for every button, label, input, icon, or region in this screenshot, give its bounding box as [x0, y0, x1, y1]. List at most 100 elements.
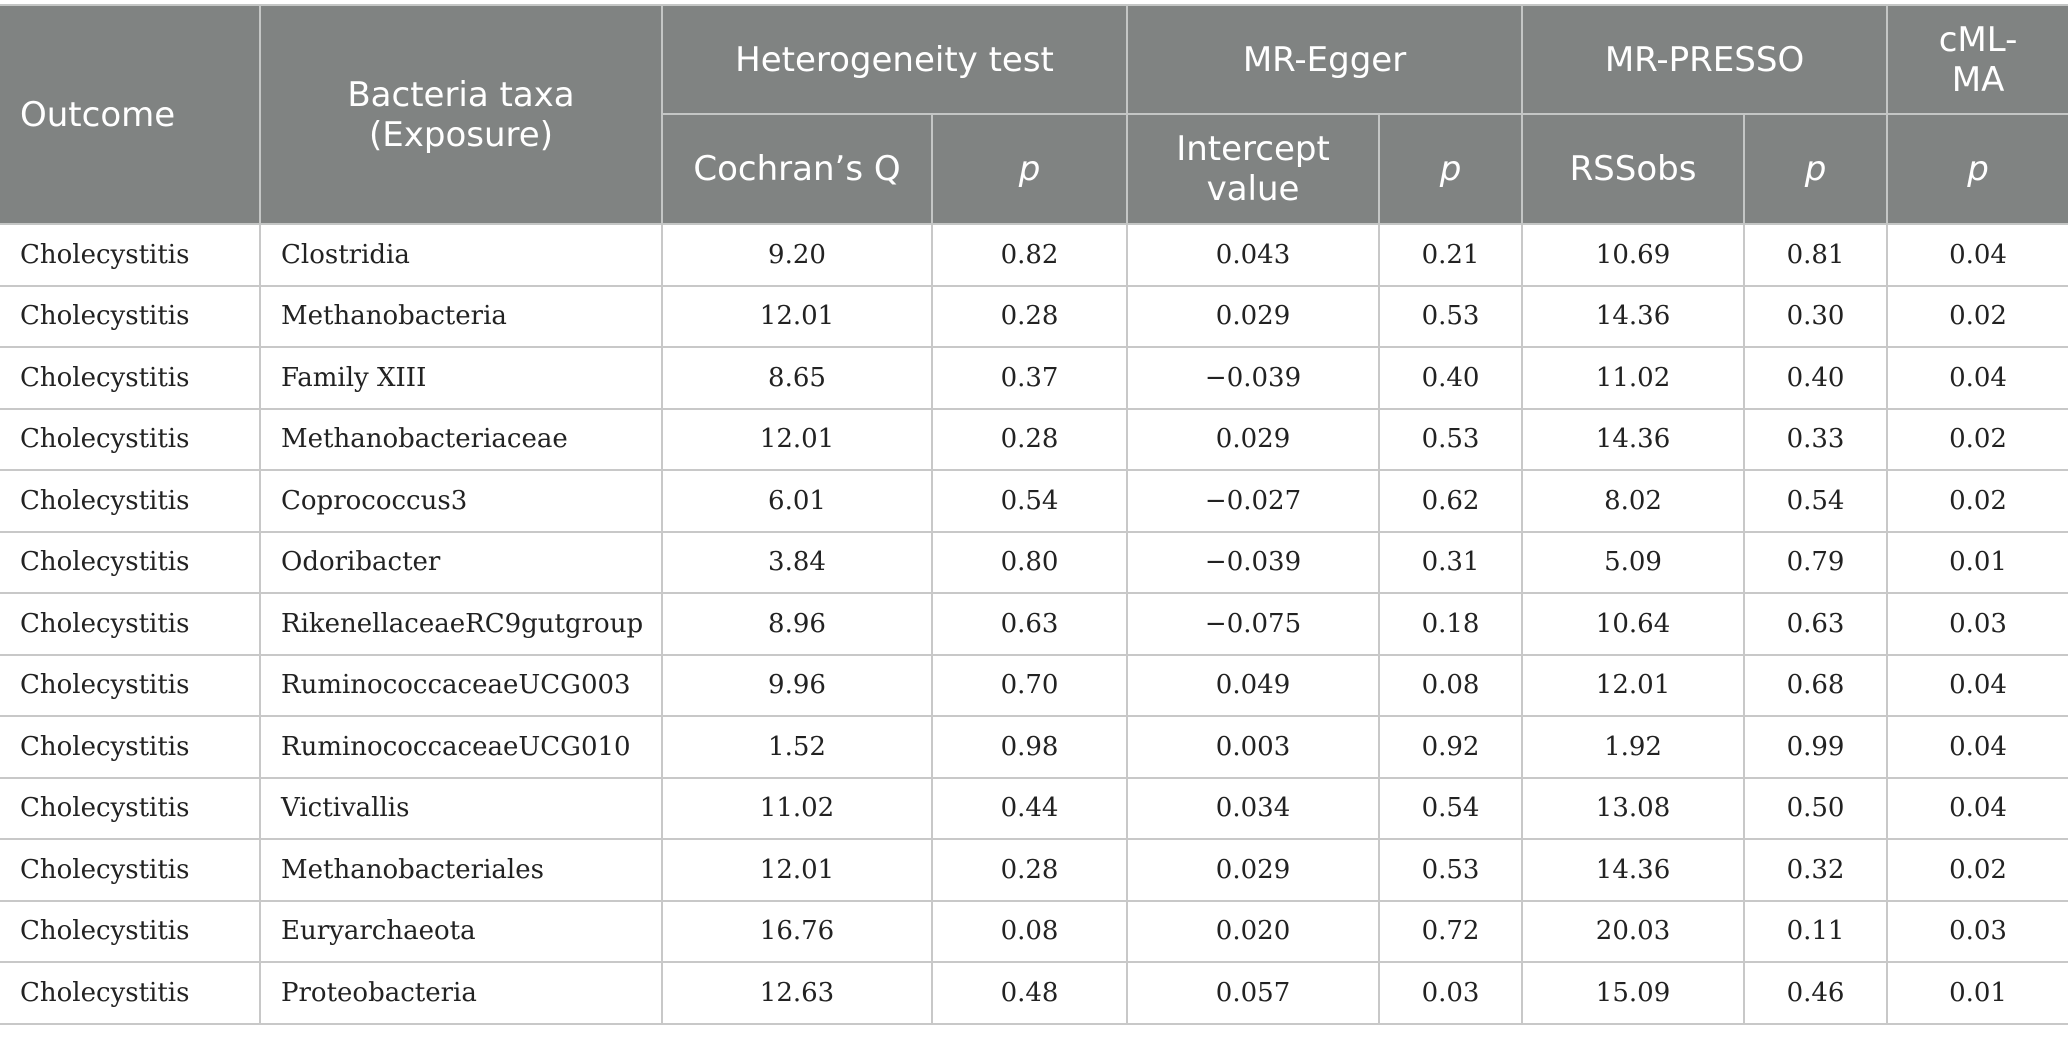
p-cml-ma-cell: 0.03 [1886, 592, 2068, 656]
table-row: Cholecystitis Methanobacteria 12.01 0.28 0.0… [0, 284, 2068, 348]
p-egger-cell: 0.03 [1378, 961, 1524, 1025]
p-heterogeneity-cell: 0.54 [930, 469, 1129, 533]
p-heterogeneity-cell: 0.63 [930, 592, 1129, 656]
header-bacteria-line2: (Exposure) [369, 114, 553, 155]
p-cml-ma-cell: 0.04 [1886, 715, 2068, 779]
p-cml-ma-cell: 0.04 [1886, 223, 2068, 287]
intercept-value-cell: 0.003 [1126, 715, 1381, 779]
header-cml-line2: MA [1951, 59, 2005, 100]
results-table-container: Outcome Bacteria taxa (Exposure) Heterog… [0, 4, 2068, 1025]
p-heterogeneity-cell: 0.28 [930, 284, 1129, 348]
p-cml-ma-cell: 0.03 [1886, 899, 2068, 963]
bacteria-taxa-cell: Methanobacteria [259, 284, 663, 348]
p-presso-cell: 0.54 [1743, 469, 1889, 533]
cochrans-q-cell: 8.65 [661, 346, 933, 410]
cochrans-q-cell: 1.52 [661, 715, 933, 779]
outcome-cell: Cholecystitis [0, 653, 261, 717]
p-cml-ma-cell: 0.04 [1886, 776, 2068, 840]
table-row: Cholecystitis RikenellaceaeRC9gutgroup 8.9… [0, 592, 2068, 656]
p-egger-cell: 0.21 [1378, 223, 1524, 287]
outcome-cell: Cholecystitis [0, 407, 261, 471]
p-heterogeneity-cell: 0.98 [930, 715, 1129, 779]
rssobs-cell: 15.09 [1521, 961, 1746, 1025]
outcome-cell: Cholecystitis [0, 899, 261, 963]
header-rssobs: RSSobs [1521, 113, 1746, 225]
table-row: Cholecystitis Family XIII 8.65 0.37 −0.039 0.… [0, 346, 2068, 410]
header-cml-ma: cML- MA [1886, 4, 2068, 115]
table-row: Cholecystitis Coprococcus3 6.01 0.54 −0.027 0… [0, 469, 2068, 533]
rssobs-cell: 10.64 [1521, 592, 1746, 656]
p-presso-cell: 0.63 [1743, 592, 1889, 656]
intercept-value-cell: 0.057 [1126, 961, 1381, 1025]
cochrans-q-cell: 11.02 [661, 776, 933, 840]
cochrans-q-cell: 12.01 [661, 284, 933, 348]
p-presso-cell: 0.99 [1743, 715, 1889, 779]
p-egger-cell: 0.40 [1378, 346, 1524, 410]
header-cochrans-q: Cochran’s Q [662, 113, 933, 225]
header-mr-presso: MR-PRESSO [1521, 4, 1889, 115]
table-row: Cholecystitis Odoribacter 3.84 0.80 −0.039 0.… [0, 530, 2068, 594]
p-egger-cell: 0.53 [1378, 838, 1524, 902]
p-egger-cell: 0.92 [1378, 715, 1524, 779]
table-row: Cholecystitis Methanobacteriales 12.01 0.28… [0, 838, 2068, 902]
cochrans-q-cell: 12.01 [661, 838, 933, 902]
outcome-cell: Cholecystitis [0, 838, 261, 902]
rssobs-cell: 10.69 [1521, 223, 1746, 287]
bacteria-taxa-cell: Victivallis [259, 776, 663, 840]
header-p-cml: p [1886, 113, 2068, 225]
header-heterogeneity-test: Heterogeneity test [660, 4, 1129, 115]
intercept-value-cell: 0.029 [1126, 838, 1381, 902]
bacteria-taxa-cell: Proteobacteria [259, 961, 663, 1025]
intercept-value-cell: 0.034 [1126, 776, 1381, 840]
header-p-egger: p [1378, 113, 1524, 225]
p-heterogeneity-cell: 0.48 [930, 961, 1129, 1025]
p-heterogeneity-cell: 0.28 [930, 407, 1129, 471]
bacteria-taxa-cell: Methanobacteriales [259, 838, 663, 902]
p-cml-ma-cell: 0.02 [1886, 469, 2068, 533]
p-cml-ma-cell: 0.02 [1886, 838, 2068, 902]
table-row: Cholecystitis Euryarchaeota 16.76 0.08 0.020… [0, 899, 2068, 963]
header-intercept-line1: Intercept [1176, 129, 1330, 169]
table-row: Cholecystitis Proteobacteria 12.63 0.48 0.05… [0, 961, 2068, 1025]
header-row-2: Cochran’s Q p Intercept value p RSSobs p… [0, 113, 2068, 225]
outcome-cell: Cholecystitis [0, 530, 261, 594]
outcome-cell: Cholecystitis [0, 469, 261, 533]
bacteria-taxa-cell: RikenellaceaeRC9gutgroup [259, 592, 663, 656]
intercept-value-cell: 0.020 [1126, 899, 1381, 963]
intercept-value-cell: −0.027 [1126, 469, 1381, 533]
cochrans-q-cell: 9.20 [661, 223, 933, 287]
header-row-1: Outcome Bacteria taxa (Exposure) Heterog… [0, 4, 2068, 225]
p-cml-ma-cell: 0.02 [1886, 407, 2068, 471]
intercept-value-cell: 0.049 [1126, 653, 1381, 717]
cochrans-q-cell: 12.01 [661, 407, 933, 471]
header-bacteria-taxa: Bacteria taxa (Exposure) [259, 4, 663, 225]
table-row: Cholecystitis Clostridia 9.20 0.82 0.043 0.21… [0, 223, 2068, 287]
results-table: Outcome Bacteria taxa (Exposure) Heterog… [0, 4, 2068, 1025]
rssobs-cell: 12.01 [1521, 653, 1746, 717]
outcome-cell: Cholecystitis [0, 961, 261, 1025]
intercept-value-cell: 0.029 [1126, 284, 1381, 348]
intercept-value-cell: 0.043 [1126, 223, 1381, 287]
p-heterogeneity-cell: 0.08 [930, 899, 1129, 963]
cochrans-q-cell: 16.76 [661, 899, 933, 963]
header-p-heterogeneity: p [930, 113, 1129, 225]
p-egger-cell: 0.08 [1378, 653, 1524, 717]
bacteria-taxa-cell: Odoribacter [259, 530, 663, 594]
cochrans-q-cell: 6.01 [661, 469, 933, 533]
p-presso-cell: 0.46 [1743, 961, 1889, 1025]
p-heterogeneity-cell: 0.82 [930, 223, 1129, 287]
rssobs-cell: 1.92 [1521, 715, 1746, 779]
p-egger-cell: 0.62 [1378, 469, 1524, 533]
header-intercept-value: Intercept value [1126, 113, 1381, 225]
rssobs-cell: 14.36 [1521, 838, 1746, 902]
header-cml-line1: cML- [1938, 19, 2018, 60]
p-cml-ma-cell: 0.01 [1886, 530, 2068, 594]
header-mr-egger: MR-Egger [1126, 4, 1524, 115]
p-cml-ma-cell: 0.04 [1886, 653, 2068, 717]
p-egger-cell: 0.31 [1378, 530, 1524, 594]
rssobs-cell: 14.36 [1521, 407, 1746, 471]
p-heterogeneity-cell: 0.28 [930, 838, 1129, 902]
p-heterogeneity-cell: 0.80 [930, 530, 1129, 594]
p-cml-ma-cell: 0.02 [1886, 284, 2068, 348]
cochrans-q-cell: 9.96 [661, 653, 933, 717]
